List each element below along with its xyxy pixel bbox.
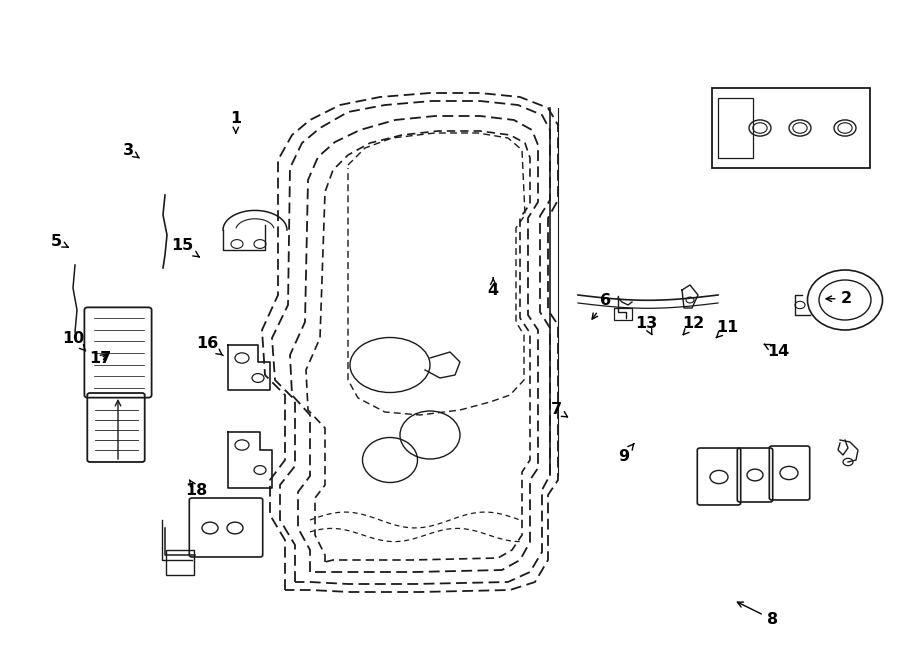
Bar (712, 88, 870, 168)
Text: 9: 9 (618, 444, 634, 463)
Text: 1: 1 (230, 112, 241, 133)
Text: 4: 4 (488, 278, 499, 298)
Text: 10: 10 (63, 331, 86, 351)
Text: 12: 12 (682, 317, 704, 334)
Text: 6: 6 (592, 293, 611, 319)
Bar (614, 308, 632, 320)
Text: 17: 17 (90, 351, 112, 366)
Text: 2: 2 (826, 292, 851, 306)
Text: 3: 3 (123, 143, 140, 158)
Text: 11: 11 (716, 320, 738, 338)
Text: 15: 15 (172, 239, 199, 257)
Text: 18: 18 (185, 480, 207, 498)
Text: 7: 7 (551, 403, 568, 417)
Bar (718, 98, 753, 158)
Bar (166, 550, 194, 575)
Text: 14: 14 (764, 344, 789, 359)
Text: 16: 16 (196, 336, 223, 356)
Text: 5: 5 (51, 234, 68, 249)
Text: 8: 8 (737, 602, 778, 627)
Text: 13: 13 (635, 317, 657, 334)
